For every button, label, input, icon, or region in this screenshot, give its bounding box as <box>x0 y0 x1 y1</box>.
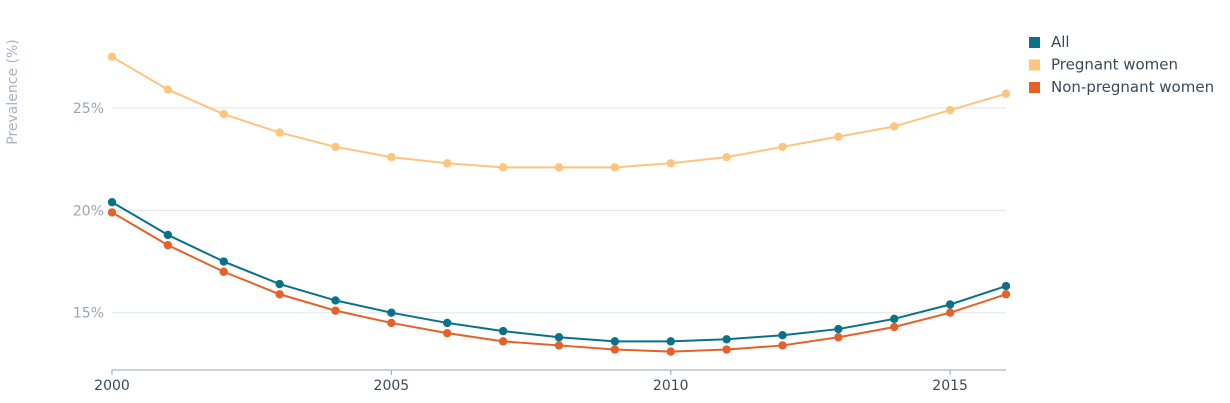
x-tick-label: 2015 <box>932 378 968 394</box>
data-point <box>834 324 843 334</box>
data-point <box>219 257 228 266</box>
data-point <box>1001 89 1011 98</box>
legend: All Pregnant women Non-pregnant women <box>1029 33 1214 96</box>
data-point <box>945 105 955 115</box>
legend-label: All <box>1051 33 1070 51</box>
x-tick-label: 2000 <box>94 378 130 394</box>
series-all <box>107 197 1011 346</box>
data-point <box>275 290 284 299</box>
y-tick-label: 20% <box>73 203 104 219</box>
y-tick-label: 25% <box>73 101 104 117</box>
data-point <box>331 296 340 305</box>
data-point <box>890 122 899 131</box>
data-point <box>1001 290 1011 299</box>
series-line <box>111 201 1007 343</box>
data-point <box>443 159 452 168</box>
x-tick-label: 2005 <box>374 378 410 394</box>
data-point <box>666 159 675 168</box>
y-axis-title: Prevalence (%) <box>5 39 21 145</box>
data-point <box>107 52 117 62</box>
data-point <box>443 328 452 338</box>
data-point <box>610 345 620 354</box>
data-point <box>945 308 955 317</box>
data-point <box>554 341 564 350</box>
data-point <box>890 314 899 324</box>
data-point <box>554 163 564 172</box>
data-point <box>331 306 340 315</box>
legend-item: Pregnant women <box>1029 56 1178 74</box>
data-point <box>498 326 508 336</box>
data-point <box>219 267 228 276</box>
series-line <box>111 211 1007 353</box>
data-point <box>778 341 787 350</box>
data-point <box>387 152 396 162</box>
data-point <box>275 279 284 289</box>
data-point <box>387 308 396 317</box>
data-point <box>666 337 675 346</box>
data-point <box>666 347 675 356</box>
data-point <box>498 337 508 346</box>
legend-item: All <box>1029 33 1070 51</box>
series-line <box>111 55 1007 169</box>
data-point <box>107 197 117 207</box>
series-non-pregnant-women <box>107 208 1011 356</box>
data-point <box>275 128 284 137</box>
data-point <box>722 335 731 344</box>
data-point <box>778 331 787 340</box>
grid-layer <box>112 107 1006 314</box>
data-point <box>163 230 173 240</box>
data-point <box>945 300 955 309</box>
legend-label: Pregnant women <box>1051 56 1178 74</box>
data-point <box>834 132 843 141</box>
data-point <box>163 240 173 250</box>
data-point <box>722 152 731 162</box>
legend-swatch <box>1029 82 1040 93</box>
data-point <box>107 208 117 217</box>
data-point <box>722 345 731 354</box>
data-point <box>1001 281 1011 291</box>
legend-swatch <box>1029 59 1040 71</box>
legend-swatch <box>1029 37 1040 48</box>
data-point <box>610 337 620 346</box>
data-point <box>834 333 843 342</box>
x-tick-label: 2010 <box>653 378 689 394</box>
data-point <box>778 142 787 152</box>
series-pregnant-women <box>107 52 1011 172</box>
y-tick-label: 15% <box>73 306 104 322</box>
data-point <box>554 333 564 342</box>
data-point <box>387 318 396 328</box>
data-point <box>610 163 620 172</box>
data-point <box>219 109 228 119</box>
data-point <box>890 322 899 332</box>
legend-item: Non-pregnant women <box>1029 78 1214 96</box>
data-point <box>331 142 340 152</box>
data-point <box>498 163 508 172</box>
axis-layer: 15% 20% 25% 2000 2005 2010 2015 Prevalence (%) <box>5 39 1006 394</box>
series-layer <box>107 52 1011 356</box>
data-point <box>163 85 173 94</box>
data-point <box>443 318 452 328</box>
legend-label: Non-pregnant women <box>1051 78 1214 96</box>
